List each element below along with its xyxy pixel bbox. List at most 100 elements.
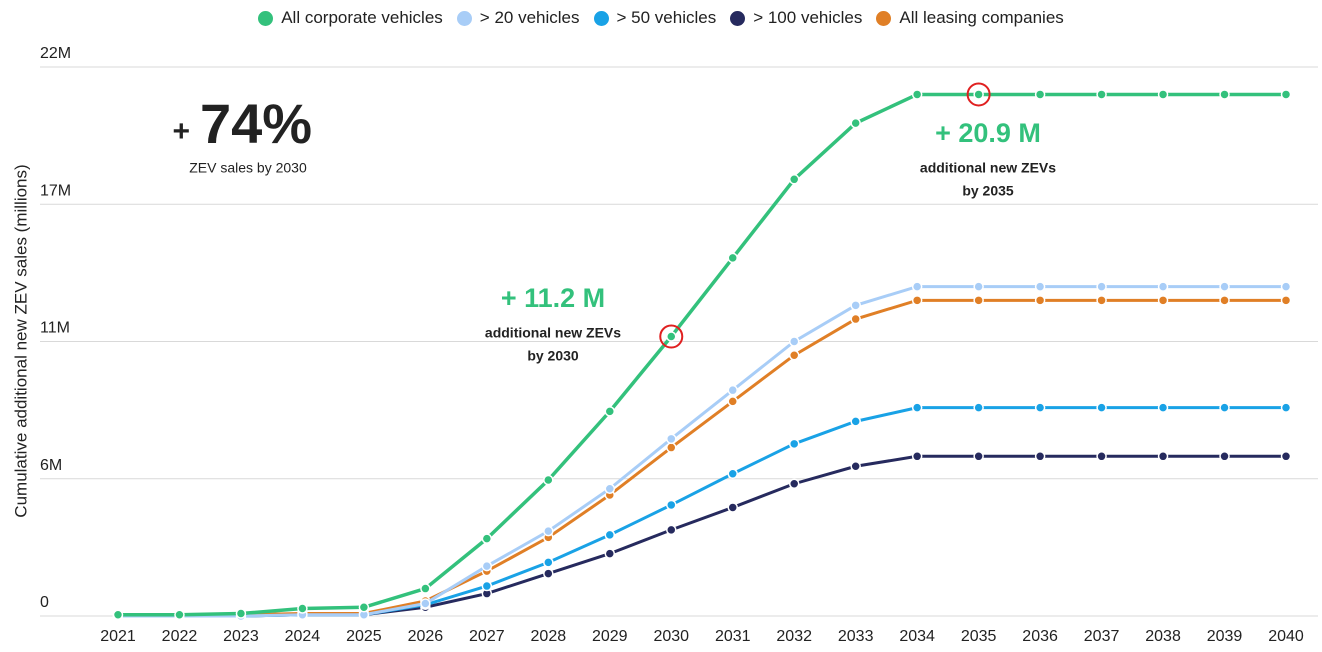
point: [1280, 451, 1292, 462]
point: [1157, 89, 1169, 100]
point: [543, 474, 554, 486]
big-stat: 74%: [200, 92, 312, 155]
legend-item: > 100 vehicles: [730, 8, 862, 28]
x-tick-label: 2026: [408, 628, 444, 645]
x-tick-label: 2030: [653, 628, 689, 645]
y-tick-label: 0: [40, 594, 49, 611]
point: [543, 525, 554, 537]
point: [788, 349, 800, 361]
point: [604, 529, 616, 541]
point: [1096, 295, 1107, 306]
annotation-text: by 2030: [527, 348, 579, 364]
x-tick-label: 2035: [961, 628, 997, 645]
point: [727, 468, 738, 480]
legend-item: All corporate vehicles: [258, 8, 443, 28]
big-stat-sign: +: [172, 115, 190, 148]
annotation-text: by 2035: [962, 183, 1014, 199]
big-stat-caption: ZEV sales by 2030: [189, 160, 307, 176]
point: [666, 433, 677, 445]
legend-swatch: [876, 10, 892, 26]
legend-label: > 20 vehicles: [479, 8, 580, 27]
x-tick-label: 2027: [469, 628, 505, 645]
point: [727, 384, 738, 396]
point: [604, 406, 616, 417]
point: [1219, 281, 1230, 292]
x-tick-label: 2033: [838, 628, 874, 645]
point: [973, 295, 984, 306]
point: [1280, 402, 1292, 413]
annotation-headline: + 20.9 M: [935, 118, 1041, 148]
y-tick-label: 17M: [40, 182, 71, 199]
point: [911, 295, 923, 306]
point: [973, 281, 984, 292]
point: [1096, 402, 1107, 413]
point: [358, 602, 370, 613]
x-tick-label: 2032: [776, 628, 812, 645]
point: [973, 402, 984, 413]
point: [420, 598, 431, 609]
x-tick-label: 2023: [223, 628, 259, 645]
point: [1034, 295, 1046, 306]
point: [1219, 295, 1230, 306]
x-tick-label: 2028: [531, 628, 567, 645]
annotation-text: additional new ZEVs: [485, 325, 621, 341]
point: [297, 603, 308, 614]
legend-label: All leasing companies: [899, 8, 1064, 27]
point: [666, 499, 677, 511]
y-axis-label: Cumulative additional new ZEV sales (mil…: [11, 164, 30, 517]
legend-label: All corporate vehicles: [281, 8, 443, 27]
x-tick-label: 2021: [100, 628, 136, 645]
point: [666, 524, 677, 536]
point: [543, 557, 554, 568]
point: [666, 442, 677, 453]
point: [973, 451, 984, 462]
x-tick-label: 2038: [1145, 628, 1181, 645]
legend-swatch: [593, 10, 609, 26]
point: [1034, 402, 1046, 413]
point: [788, 336, 800, 347]
point: [727, 502, 738, 513]
point: [420, 583, 431, 594]
legend-item: > 50 vehicles: [593, 8, 717, 28]
x-tick-label: 2040: [1268, 628, 1304, 645]
annotation-headline: + 11.2 M: [501, 283, 605, 313]
legend-label: > 100 vehicles: [753, 8, 863, 27]
point: [235, 608, 247, 619]
y-tick-label: 11M: [40, 320, 70, 337]
point: [174, 609, 185, 621]
point: [1280, 281, 1292, 292]
series-line: [118, 92, 1286, 617]
point: [1219, 402, 1230, 413]
point: [1034, 89, 1046, 100]
x-tick-label: 2039: [1207, 628, 1243, 645]
point: [911, 451, 923, 462]
series-line: [118, 454, 1286, 618]
point: [1096, 281, 1107, 292]
y-tick-label: 6M: [40, 457, 62, 474]
point: [1157, 295, 1169, 306]
point: [1157, 281, 1169, 292]
series-line: [118, 406, 1286, 618]
point: [850, 300, 861, 311]
point: [911, 89, 923, 100]
point: [850, 313, 861, 325]
x-tick-label: 2022: [162, 628, 198, 645]
point: [481, 533, 493, 544]
point: [973, 89, 984, 100]
legend-item: > 20 vehicles: [456, 8, 580, 28]
point: [788, 174, 800, 185]
legend-swatch: [258, 10, 274, 26]
x-tick-label: 2029: [592, 628, 628, 645]
y-tick-label: 22M: [40, 45, 71, 62]
point: [727, 252, 738, 264]
legend-swatch: [730, 10, 746, 26]
point: [850, 117, 861, 129]
point: [1034, 281, 1046, 292]
annotation-text: additional new ZEVs: [920, 160, 1056, 176]
point: [911, 281, 923, 292]
legend-label: > 50 vehicles: [616, 8, 717, 27]
x-tick-label: 2031: [715, 628, 751, 645]
point: [1219, 89, 1230, 100]
